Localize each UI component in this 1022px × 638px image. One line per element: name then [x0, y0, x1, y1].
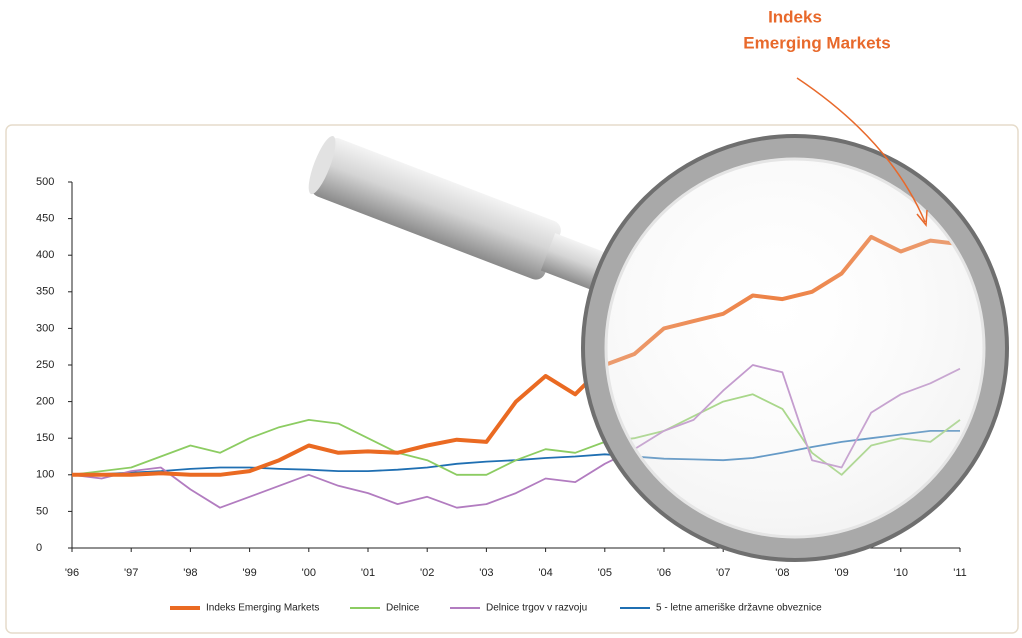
x-tick-label: '97 [124, 567, 138, 579]
x-tick-label: '09 [834, 567, 848, 579]
x-tick-label: '11 [953, 567, 967, 579]
legend-label: 5 - letne ameriške državne obveznice [656, 603, 822, 614]
legend-label: Delnice [386, 603, 420, 614]
magnifier-handle [311, 137, 561, 280]
annotation: Emerging Markets [743, 33, 890, 52]
legend-label: Indeks Emerging Markets [206, 603, 319, 614]
y-tick-label: 150 [36, 432, 54, 444]
y-tick-label: 200 [36, 396, 54, 408]
magnifier-ring [584, 137, 1006, 559]
y-tick-label: 100 [36, 469, 54, 481]
x-tick-label: '07 [716, 567, 730, 579]
legend-label: Delnice trgov v razvoju [486, 603, 587, 614]
x-tick-label: '98 [183, 567, 197, 579]
magnifier-ring-inner [604, 157, 986, 539]
x-tick-label: '99 [242, 567, 256, 579]
x-tick-label: '01 [361, 567, 375, 579]
y-tick-label: 300 [36, 322, 54, 334]
annotation-arrow-head [916, 209, 928, 227]
x-tick-label: '96 [65, 567, 79, 579]
x-tick-label: '05 [598, 567, 612, 579]
x-tick-label: '10 [894, 567, 908, 579]
x-tick-label: '03 [479, 567, 493, 579]
magnifier-ring-edge [581, 134, 1009, 562]
y-tick-label: 0 [36, 542, 42, 554]
y-tick-label: 350 [36, 286, 54, 298]
y-tick-label: 500 [36, 176, 54, 188]
magnifier [308, 134, 1009, 562]
x-tick-label: '06 [657, 567, 671, 579]
annotation: Indeks [768, 7, 822, 26]
annotation-arrow [796, 77, 926, 223]
magnifier-lens [603, 156, 987, 540]
y-tick-label: 50 [36, 505, 48, 517]
x-tick-label: '00 [302, 567, 316, 579]
x-tick-label: '02 [420, 567, 434, 579]
y-tick-label: 450 [36, 213, 54, 225]
y-tick-label: 400 [36, 249, 54, 261]
y-tick-label: 250 [36, 359, 54, 371]
x-tick-label: '08 [775, 567, 789, 579]
plot-area: 0 50 100 150 200 250 300 350 400 450 500 '96 '97 '98 '… [36, 176, 967, 579]
x-tick-label: '04 [538, 567, 552, 579]
magnifier-handle-end [308, 135, 336, 195]
